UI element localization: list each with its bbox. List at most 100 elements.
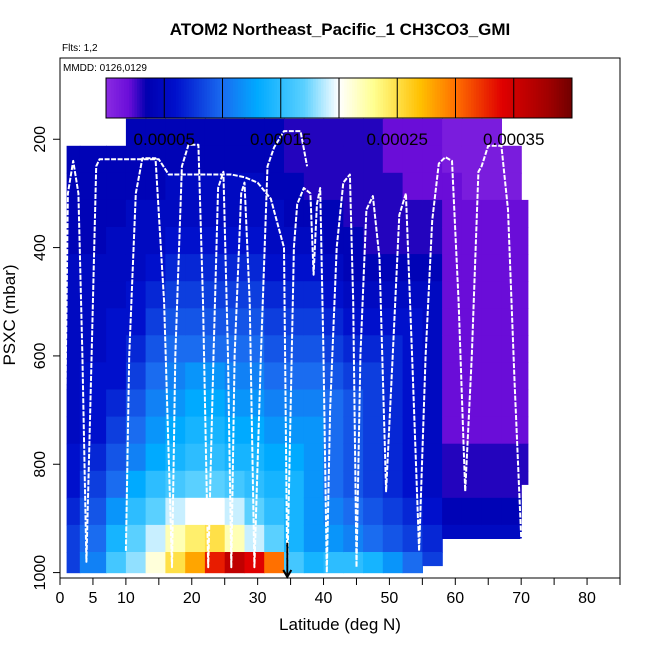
colorbar-swatch	[307, 78, 312, 118]
colorbar-swatch	[261, 78, 265, 118]
heatmap-cell	[106, 524, 127, 553]
colorbar-swatch	[486, 78, 490, 118]
heatmap-cell	[244, 145, 265, 174]
heatmap-cell	[363, 497, 384, 526]
colorbar-swatch	[201, 78, 205, 118]
heatmap-cell	[323, 416, 344, 445]
colorbar-swatch	[553, 78, 557, 118]
heatmap-cell	[521, 227, 529, 255]
colorbar-swatch	[460, 78, 464, 118]
colorbar-swatch	[297, 78, 301, 118]
heatmap-cell	[402, 362, 423, 391]
colorbar-swatch	[235, 78, 239, 118]
heatmap-cell	[66, 227, 81, 255]
colorbar-swatch	[256, 78, 260, 118]
heatmap-cell	[165, 362, 186, 391]
heatmap-cell	[402, 172, 423, 201]
heatmap-cell	[66, 497, 81, 526]
heatmap-cell	[501, 389, 522, 418]
colorbar-swatch	[300, 78, 304, 118]
colorbar-swatch	[424, 78, 428, 118]
colorbar-swatch	[116, 78, 120, 118]
heatmap-cell	[442, 254, 463, 282]
heatmap-cell	[461, 416, 483, 445]
colorbar-swatch	[455, 78, 459, 118]
heatmap-cell	[422, 145, 443, 174]
heatmap-cell	[79, 199, 107, 228]
heatmap-cell	[402, 281, 423, 309]
heatmap-cell	[363, 172, 384, 201]
colorbar-swatch	[344, 78, 348, 118]
colorbar-swatch	[473, 78, 477, 118]
heatmap-cell	[165, 524, 186, 553]
colorbar-swatch	[452, 78, 456, 118]
colorbar-swatch	[364, 78, 368, 118]
heatmap-cell	[363, 552, 384, 574]
heatmap-cell	[343, 145, 364, 174]
heatmap-cell	[224, 227, 246, 255]
heatmap-cell	[323, 145, 344, 174]
heatmap-cell	[461, 362, 483, 391]
heatmap-cell	[185, 335, 206, 363]
heatmap-cell	[382, 254, 404, 282]
colorbar-swatch	[504, 78, 508, 118]
colorbar-swatch	[284, 78, 288, 118]
heatmap-cell	[343, 172, 364, 201]
heatmap-cell	[224, 470, 246, 499]
x-tick-label: 5	[88, 590, 97, 607]
heatmap-cell	[501, 199, 522, 228]
heatmap-cell	[323, 470, 344, 499]
heatmap-cell	[224, 281, 246, 309]
heatmap-cell	[303, 145, 325, 174]
colorbar-swatch	[121, 78, 125, 118]
heatmap-cell	[343, 416, 364, 445]
colorbar-swatch	[439, 78, 444, 118]
heatmap-cell	[244, 362, 265, 391]
heatmap-cell	[422, 552, 443, 567]
heatmap-cell	[501, 227, 522, 255]
colorbar-swatch	[333, 78, 337, 118]
colorbar-swatch	[168, 78, 172, 118]
heatmap-cell	[363, 443, 384, 472]
colorbar-swatch	[139, 78, 143, 118]
colorbar-swatch	[266, 78, 270, 118]
heatmap-cell	[402, 254, 423, 282]
colorbar-swatch	[357, 78, 361, 118]
colorbar-swatch	[137, 78, 141, 118]
heatmap-cell	[343, 199, 364, 228]
heatmap-cell	[501, 524, 522, 539]
colorbar-swatch	[217, 78, 221, 118]
heatmap-cell	[363, 118, 384, 147]
y-tick-label: 1000	[32, 555, 49, 591]
heatmap-cell	[442, 362, 463, 391]
flight-tracks	[62, 130, 524, 574]
colorbar-swatch	[465, 78, 469, 118]
heatmap-cell	[521, 281, 529, 309]
heatmap-cell	[382, 524, 404, 553]
heatmap-cell	[185, 227, 206, 255]
colorbar-swatch	[432, 78, 436, 118]
heatmap-cell	[284, 335, 305, 363]
heatmap-cell	[501, 335, 522, 363]
heatmap-cell	[106, 362, 127, 391]
heatmap-cell	[461, 254, 483, 282]
heatmap-cell	[343, 254, 364, 282]
heatmap-cell	[461, 172, 483, 201]
heatmap-cell	[204, 470, 226, 499]
heatmap-cell	[422, 416, 443, 445]
colorbar-swatch	[507, 78, 511, 118]
heatmap-cell	[442, 497, 463, 526]
colorbar-swatch	[258, 78, 262, 118]
heatmap-cell	[185, 524, 206, 553]
heatmap-cell	[521, 470, 529, 485]
heatmap-cell	[323, 118, 344, 147]
colorbar-swatch	[310, 78, 314, 118]
heatmap-cell	[323, 443, 344, 472]
colorbar-swatch	[491, 78, 495, 118]
heatmap-cell	[402, 227, 423, 255]
heatmap-cell	[442, 470, 463, 499]
heatmap-cell	[461, 389, 483, 418]
heatmap-cell	[165, 443, 186, 472]
heatmap-cell	[323, 199, 344, 228]
heatmap-cell	[501, 416, 522, 445]
